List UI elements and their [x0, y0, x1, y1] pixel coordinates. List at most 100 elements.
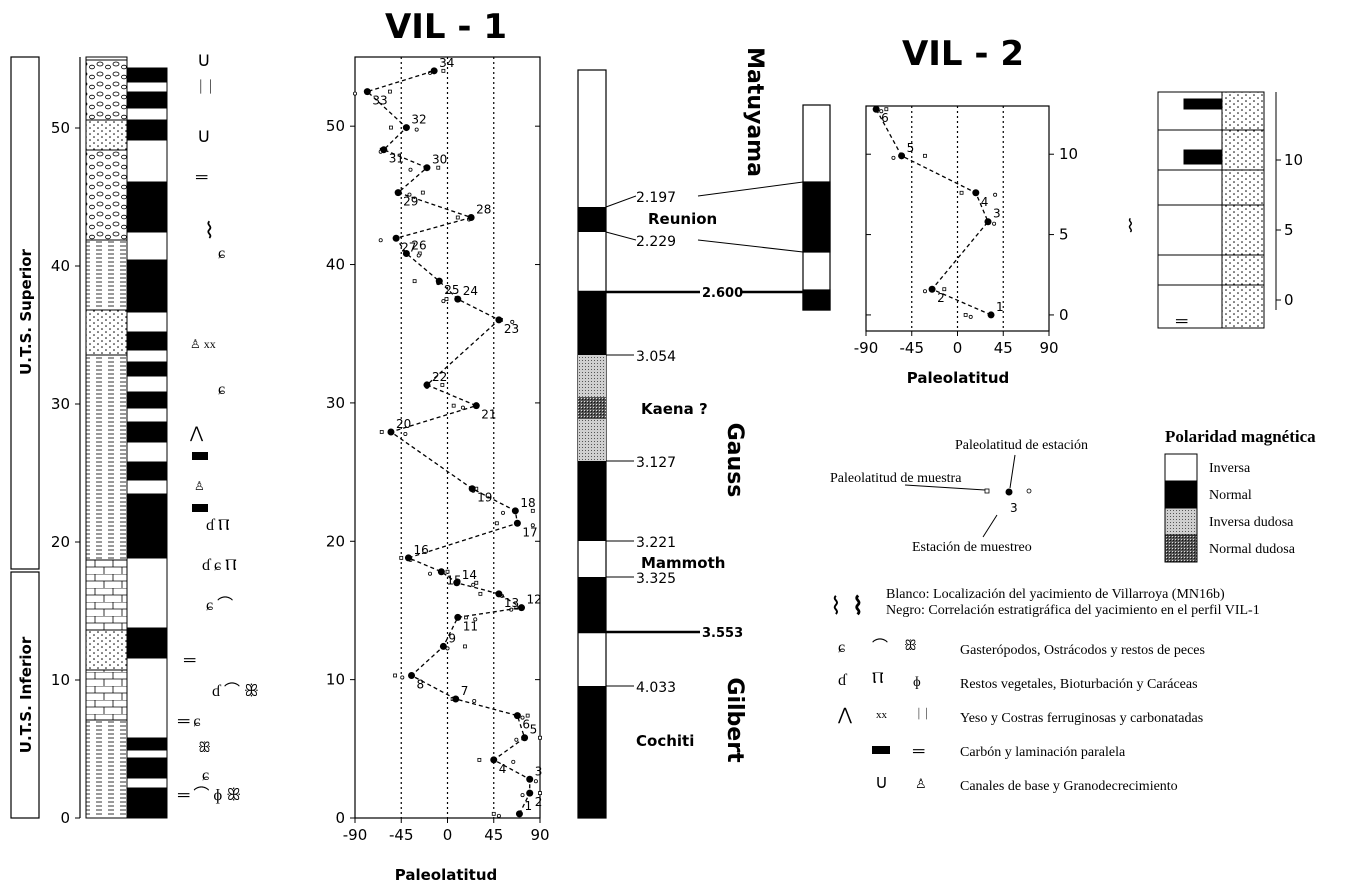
sample-point: [511, 759, 516, 764]
x-tick-label: 45: [994, 339, 1013, 357]
x-tick-label: -45: [900, 339, 925, 357]
station-label: 19: [477, 491, 492, 505]
plant-ostracod-fish-icon: ɗ ⌒ ꕥ: [212, 682, 259, 700]
station-point: [452, 695, 460, 703]
chron-gauss: Gauss: [722, 423, 747, 498]
subchron-mammoth: Mammoth: [641, 554, 725, 572]
station-label: 20: [396, 417, 411, 431]
station-point: [513, 519, 521, 527]
symbol-legend: ⌇ ⌇ Blanco: Localización del yacimiento …: [830, 587, 1260, 794]
channel-symbol: ᑌ: [198, 129, 210, 146]
y-tick-label: 40: [326, 256, 345, 274]
y-tick-label: 20: [326, 532, 345, 550]
graded-bedding-icon: ♙: [194, 479, 205, 493]
sample-point: [477, 757, 482, 762]
station-point: [404, 554, 412, 562]
x-tick-label: -45: [389, 826, 414, 844]
lamination-symbol: ═: [195, 169, 208, 186]
ferruginous-crust-icon: xx: [876, 709, 888, 721]
station-point: [430, 67, 438, 75]
unit-box-superior: U.T.S. Superior: [10, 56, 40, 570]
graded-bedding-icon: ♙ xx: [190, 337, 216, 351]
left-y-tick-label: 20: [51, 533, 70, 551]
chron-matuyama: Matuyama: [742, 47, 767, 177]
legend-channels: Canales de base y Granodecrecimiento: [960, 779, 1178, 794]
station-point: [513, 712, 521, 720]
station-point: [984, 218, 992, 226]
station-point: [380, 146, 388, 154]
sample-point: [420, 190, 425, 195]
sample-point: [455, 215, 460, 220]
coal-symbol: [192, 504, 208, 512]
station-label: 3: [535, 764, 543, 778]
unit-label-inferior: U.T.S. Inferior: [17, 636, 35, 753]
y-tick-label: 0: [335, 809, 345, 827]
station-label: 11: [463, 619, 478, 633]
legend-swatch-doubtful-inverse: [1164, 507, 1198, 536]
station-label: 34: [439, 56, 454, 70]
timescale-normal-gauss-mid: [578, 461, 606, 541]
timescale-doubtful-reverse: [578, 355, 606, 397]
sample-point: [514, 605, 519, 610]
legend-item-label: Normal: [1209, 488, 1252, 503]
legend-item-label: Normal dudosa: [1209, 542, 1296, 557]
station-label: 24: [463, 284, 478, 298]
legend-item-label: Inversa: [1209, 461, 1251, 476]
left-lithology: [85, 56, 128, 819]
gastropod-icon: ɕ: [838, 639, 845, 656]
legend-swatch-inverse: [1164, 453, 1198, 482]
legend-swatch-normal: [1164, 480, 1198, 509]
station-point: [363, 88, 371, 96]
station-point: [402, 249, 410, 257]
vil2-station-line: [875, 108, 992, 316]
vil1-point-labels: 1 234567891112131415161718192021222324252…: [372, 56, 542, 813]
legend-fossil-black: Negro: Correlación estratigráfica del ya…: [886, 603, 1260, 618]
key-number-label: 3: [1010, 501, 1018, 515]
x-tick-label: 0: [443, 826, 453, 844]
station-label: 5: [907, 141, 915, 155]
sample-point: [471, 582, 476, 587]
vil2-xlabel: Paleolatitud: [907, 369, 1010, 387]
station-label: 5: [530, 723, 538, 737]
sample-point: [923, 153, 927, 158]
station-point: [526, 775, 534, 783]
station-label: 30: [432, 153, 447, 167]
key-site-label: Estación de muestreo: [912, 540, 1032, 555]
station-label: 6: [522, 718, 530, 732]
station-point: [511, 507, 519, 515]
coal-symbol: [192, 452, 208, 460]
sample-point: [473, 617, 478, 622]
station-label: 15: [446, 574, 461, 588]
polarity-legend: Polaridad magnética Inversa Normal Inver…: [1164, 427, 1316, 563]
station-label: 2: [535, 795, 543, 809]
sample-point: [441, 299, 446, 304]
vil1-gridlines: [400, 57, 495, 818]
plant-remains-icon: ɗ Ⲡ: [206, 517, 230, 534]
age-label: 2.600: [702, 286, 743, 301]
vil2-point-labels: 1 2 34 5 6: [881, 111, 1004, 314]
station-label: 26: [411, 238, 426, 252]
sample-point: [388, 89, 392, 94]
station-point: [387, 428, 395, 436]
carbonate-crust-icon: ᛁᛁ: [915, 706, 931, 721]
station-label: 13: [504, 596, 519, 610]
key-sample-label: Paleolatitud de muestra: [830, 471, 962, 486]
right-stratigraphic-column: ⌇ ═ 10 5 0: [1126, 91, 1303, 330]
lamination-symbol: ═: [1175, 313, 1188, 330]
station-label: 31: [389, 152, 404, 166]
x-tick-label: 45: [484, 826, 503, 844]
legend-gypsum: Yeso y Costras ferruginosas y carbonatad…: [960, 711, 1203, 726]
sample-point: [379, 430, 384, 434]
unit-box-inferior: U.T.S. Inferior: [10, 571, 40, 819]
bone-fossil-icon: ⌇: [1126, 216, 1135, 236]
sample-point: [407, 192, 412, 197]
station-label: 16: [413, 543, 428, 557]
sample-point: [412, 279, 417, 284]
station-label: 12: [527, 593, 542, 607]
station-label: 27: [401, 240, 416, 254]
station-label: 29: [403, 195, 418, 209]
